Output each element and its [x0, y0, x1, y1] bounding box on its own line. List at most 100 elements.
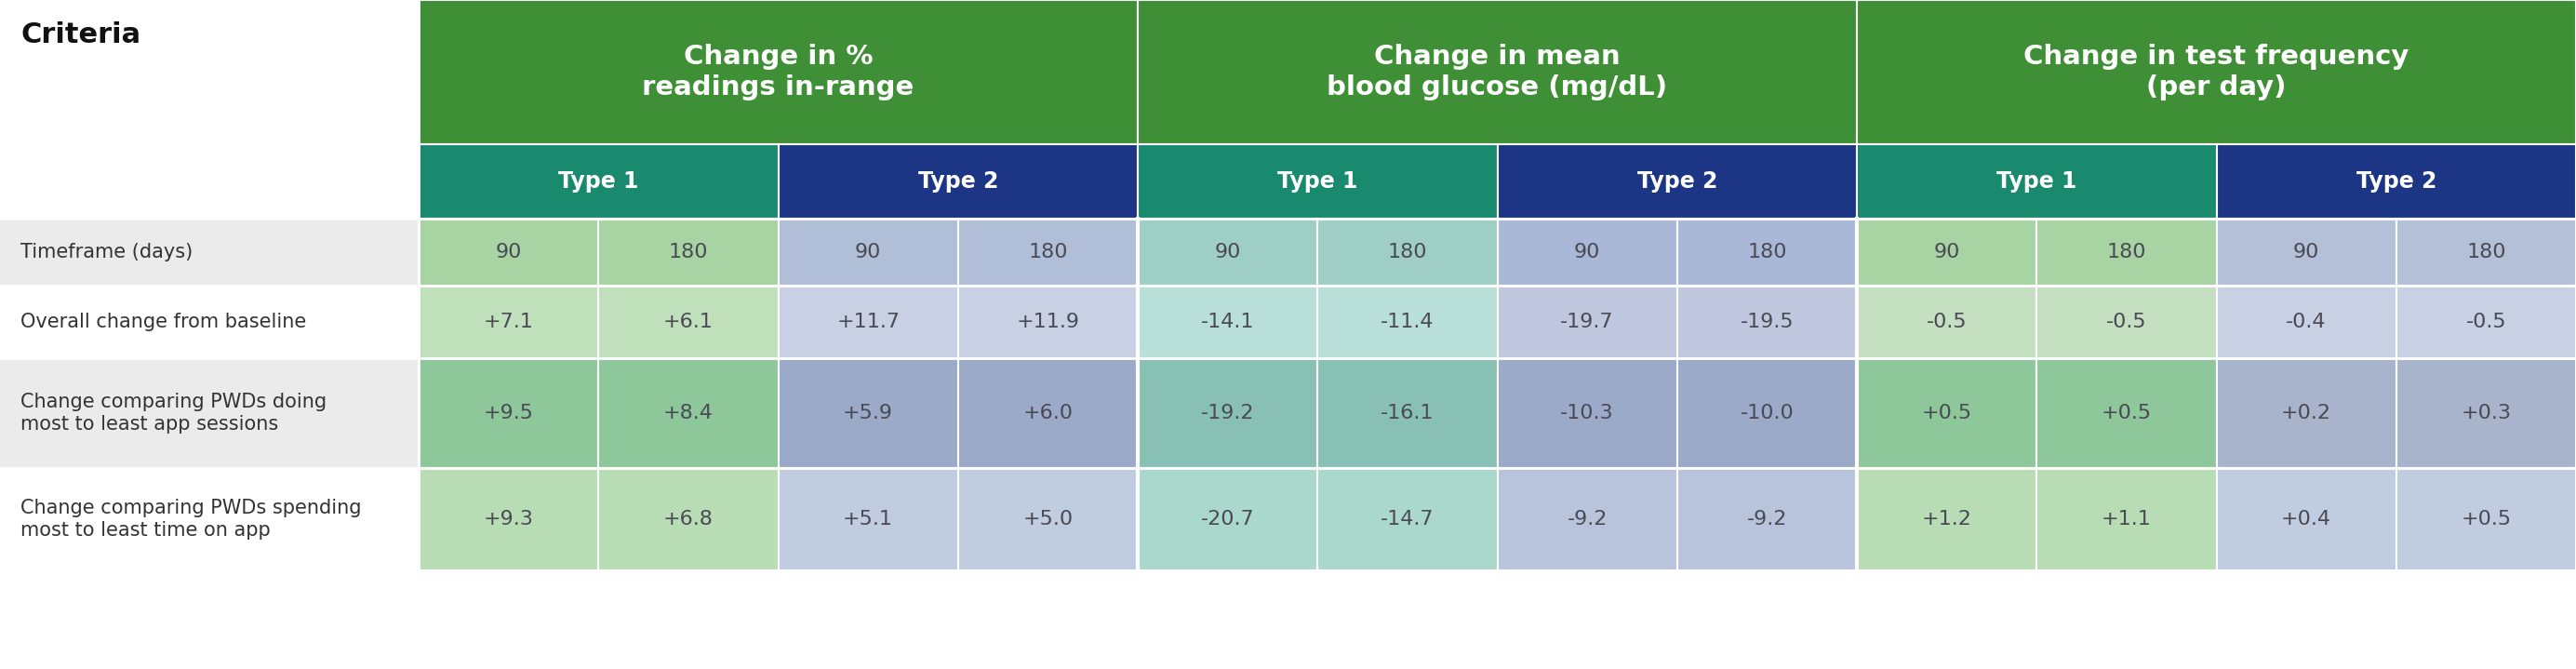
Text: -14.7: -14.7 — [1381, 510, 1435, 529]
Bar — [1139, 0, 1857, 145]
Text: +11.7: +11.7 — [837, 312, 899, 331]
Bar — [1857, 145, 2215, 219]
Bar — [0, 0, 420, 219]
Bar — [0, 358, 420, 468]
Text: +9.3: +9.3 — [484, 510, 533, 529]
Bar — [1857, 219, 2038, 286]
Bar — [1857, 468, 2038, 571]
Text: Timeframe (days): Timeframe (days) — [21, 243, 193, 262]
Bar — [598, 286, 778, 358]
Bar — [1139, 286, 1316, 358]
Bar — [2396, 219, 2576, 286]
Bar — [0, 468, 420, 571]
Bar — [778, 358, 958, 468]
Bar — [420, 145, 778, 219]
Text: +5.9: +5.9 — [842, 404, 894, 422]
Bar — [1857, 358, 2038, 468]
Bar — [1497, 145, 1857, 219]
Text: -19.7: -19.7 — [1561, 312, 1615, 331]
Text: Type 1: Type 1 — [559, 171, 639, 193]
Bar — [1316, 358, 1497, 468]
Bar — [2215, 145, 2576, 219]
Text: -0.5: -0.5 — [2107, 312, 2146, 331]
Text: Change comparing PWDs spending
most to least time on app: Change comparing PWDs spending most to l… — [21, 499, 361, 539]
Text: Change comparing PWDs doing
most to least app sessions: Change comparing PWDs doing most to leas… — [21, 393, 327, 434]
Bar — [1316, 219, 1497, 286]
Text: -9.2: -9.2 — [1747, 510, 1788, 529]
Text: -0.4: -0.4 — [2285, 312, 2326, 331]
Text: +6.0: +6.0 — [1023, 404, 1074, 422]
Text: 90: 90 — [855, 243, 881, 262]
Text: +8.4: +8.4 — [662, 404, 714, 422]
Text: +7.1: +7.1 — [484, 312, 533, 331]
Text: -19.2: -19.2 — [1200, 404, 1255, 422]
Text: -0.5: -0.5 — [2465, 312, 2506, 331]
Bar — [1857, 286, 2038, 358]
Text: Criteria: Criteria — [21, 22, 142, 49]
Text: +0.4: +0.4 — [2282, 510, 2331, 529]
Bar — [958, 286, 1139, 358]
Text: 90: 90 — [1935, 243, 1960, 262]
Text: 180: 180 — [670, 243, 708, 262]
Text: +1.1: +1.1 — [2102, 510, 2151, 529]
Bar — [598, 219, 778, 286]
Text: 180: 180 — [2107, 243, 2146, 262]
Text: +1.2: +1.2 — [1922, 510, 1971, 529]
Text: +0.5: +0.5 — [2102, 404, 2151, 422]
Text: 90: 90 — [495, 243, 523, 262]
Bar — [0, 286, 420, 358]
Text: -20.7: -20.7 — [1200, 510, 1255, 529]
Text: +6.1: +6.1 — [662, 312, 714, 331]
Text: +9.5: +9.5 — [484, 404, 533, 422]
Bar — [2215, 358, 2396, 468]
Text: Type 1: Type 1 — [1996, 171, 2076, 193]
Bar — [420, 358, 598, 468]
Bar — [1139, 358, 1316, 468]
Text: 90: 90 — [1213, 243, 1242, 262]
Text: Type 2: Type 2 — [2357, 171, 2437, 193]
Bar — [1316, 468, 1497, 571]
Bar — [778, 286, 958, 358]
Text: -10.0: -10.0 — [1741, 404, 1793, 422]
Text: -14.1: -14.1 — [1200, 312, 1255, 331]
Bar — [420, 0, 1139, 145]
Text: 180: 180 — [2465, 243, 2506, 262]
Bar — [420, 219, 598, 286]
Text: -0.5: -0.5 — [1927, 312, 1968, 331]
Text: -10.3: -10.3 — [1561, 404, 1615, 422]
Bar — [958, 358, 1139, 468]
Bar — [1316, 286, 1497, 358]
Bar — [2215, 468, 2396, 571]
Bar — [2396, 286, 2576, 358]
Bar — [1677, 219, 1857, 286]
Bar — [1677, 358, 1857, 468]
Bar — [2215, 286, 2396, 358]
Bar — [1857, 0, 2576, 145]
Bar — [2396, 468, 2576, 571]
Bar — [1677, 286, 1857, 358]
Bar — [778, 219, 958, 286]
Bar — [1497, 286, 1677, 358]
Text: -16.1: -16.1 — [1381, 404, 1435, 422]
Bar — [1677, 468, 1857, 571]
Bar — [598, 468, 778, 571]
Text: Type 2: Type 2 — [917, 171, 997, 193]
Text: 90: 90 — [2293, 243, 2318, 262]
Text: -9.2: -9.2 — [1566, 510, 1607, 529]
Text: 90: 90 — [1574, 243, 1600, 262]
Bar — [958, 219, 1139, 286]
Text: -19.5: -19.5 — [1741, 312, 1793, 331]
Bar — [0, 0, 420, 669]
Text: +11.9: +11.9 — [1018, 312, 1079, 331]
Text: Type 2: Type 2 — [1636, 171, 1718, 193]
Text: 180: 180 — [1747, 243, 1788, 262]
Bar — [1139, 145, 1497, 219]
Text: +0.2: +0.2 — [2282, 404, 2331, 422]
Text: Overall change from baseline: Overall change from baseline — [21, 312, 307, 331]
Text: Change in %
readings in-range: Change in % readings in-range — [641, 44, 914, 100]
Bar — [2215, 219, 2396, 286]
Text: +0.5: +0.5 — [1922, 404, 1973, 422]
Bar — [420, 286, 598, 358]
Text: Type 1: Type 1 — [1278, 171, 1358, 193]
Bar — [778, 145, 1139, 219]
